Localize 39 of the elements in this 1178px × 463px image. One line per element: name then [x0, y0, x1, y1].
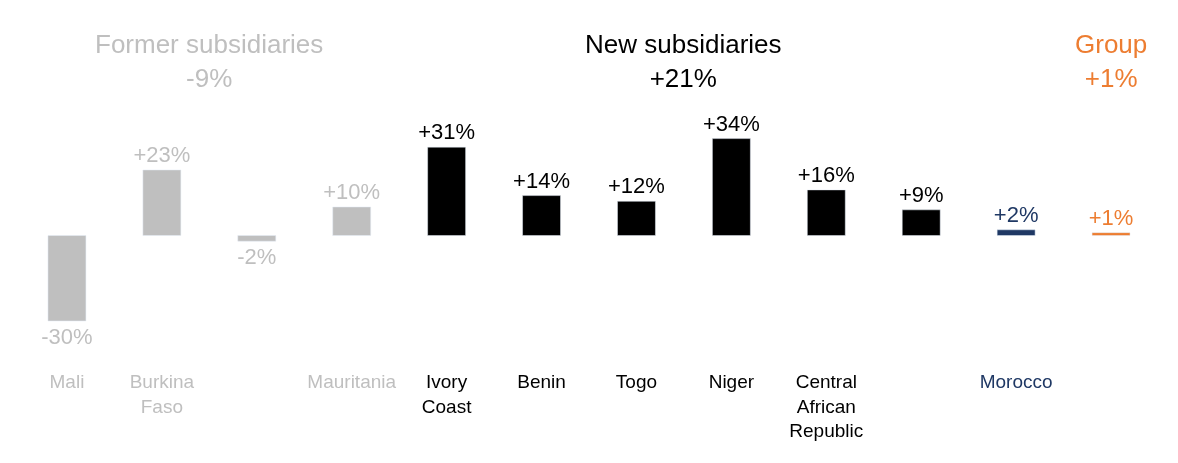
text: Group [1075, 29, 1148, 59]
text: +1% [1084, 62, 1138, 93]
x-tick-label: Mauritania [307, 371, 397, 392]
data-label: -2% [237, 244, 277, 270]
x-tick-label: Togo [615, 371, 658, 392]
data-label: +31% [418, 119, 476, 145]
bar [427, 146, 466, 236]
bar [807, 189, 846, 236]
data-label: -30% [41, 323, 93, 349]
text: -9% [186, 62, 233, 93]
x-tick-label: Niger [708, 371, 755, 392]
data-label: +1% [1088, 204, 1134, 230]
text: Former subsidiaries [95, 29, 324, 59]
x-tick-label: Morocco [979, 371, 1053, 392]
bar [142, 169, 182, 236]
data-label: +9% [898, 181, 944, 207]
data-label: +2% [993, 201, 1039, 227]
bar [522, 195, 561, 236]
text: +21% [649, 62, 717, 93]
bar [901, 209, 941, 236]
x-tick-label: Burkina Faso [129, 371, 195, 417]
x-tick-label: Mali [49, 371, 85, 392]
data-label: +10% [323, 178, 381, 204]
bar [617, 201, 656, 236]
x-tick-label: Central African Republic [789, 371, 864, 442]
data-label: +14% [513, 167, 570, 193]
bar [712, 138, 751, 236]
bar [47, 235, 87, 322]
text: New subsidiaries [585, 29, 782, 59]
data-label: +23% [133, 141, 191, 167]
data-label: +34% [702, 110, 760, 136]
bar [996, 229, 1036, 236]
bar [237, 235, 277, 242]
x-tick-label: Ivory Coast [421, 371, 473, 417]
x-tick-label: Benin [517, 371, 566, 392]
data-label: +12% [608, 173, 665, 199]
bar [332, 206, 371, 236]
bar [1091, 232, 1131, 236]
data-label: +16% [797, 161, 855, 187]
